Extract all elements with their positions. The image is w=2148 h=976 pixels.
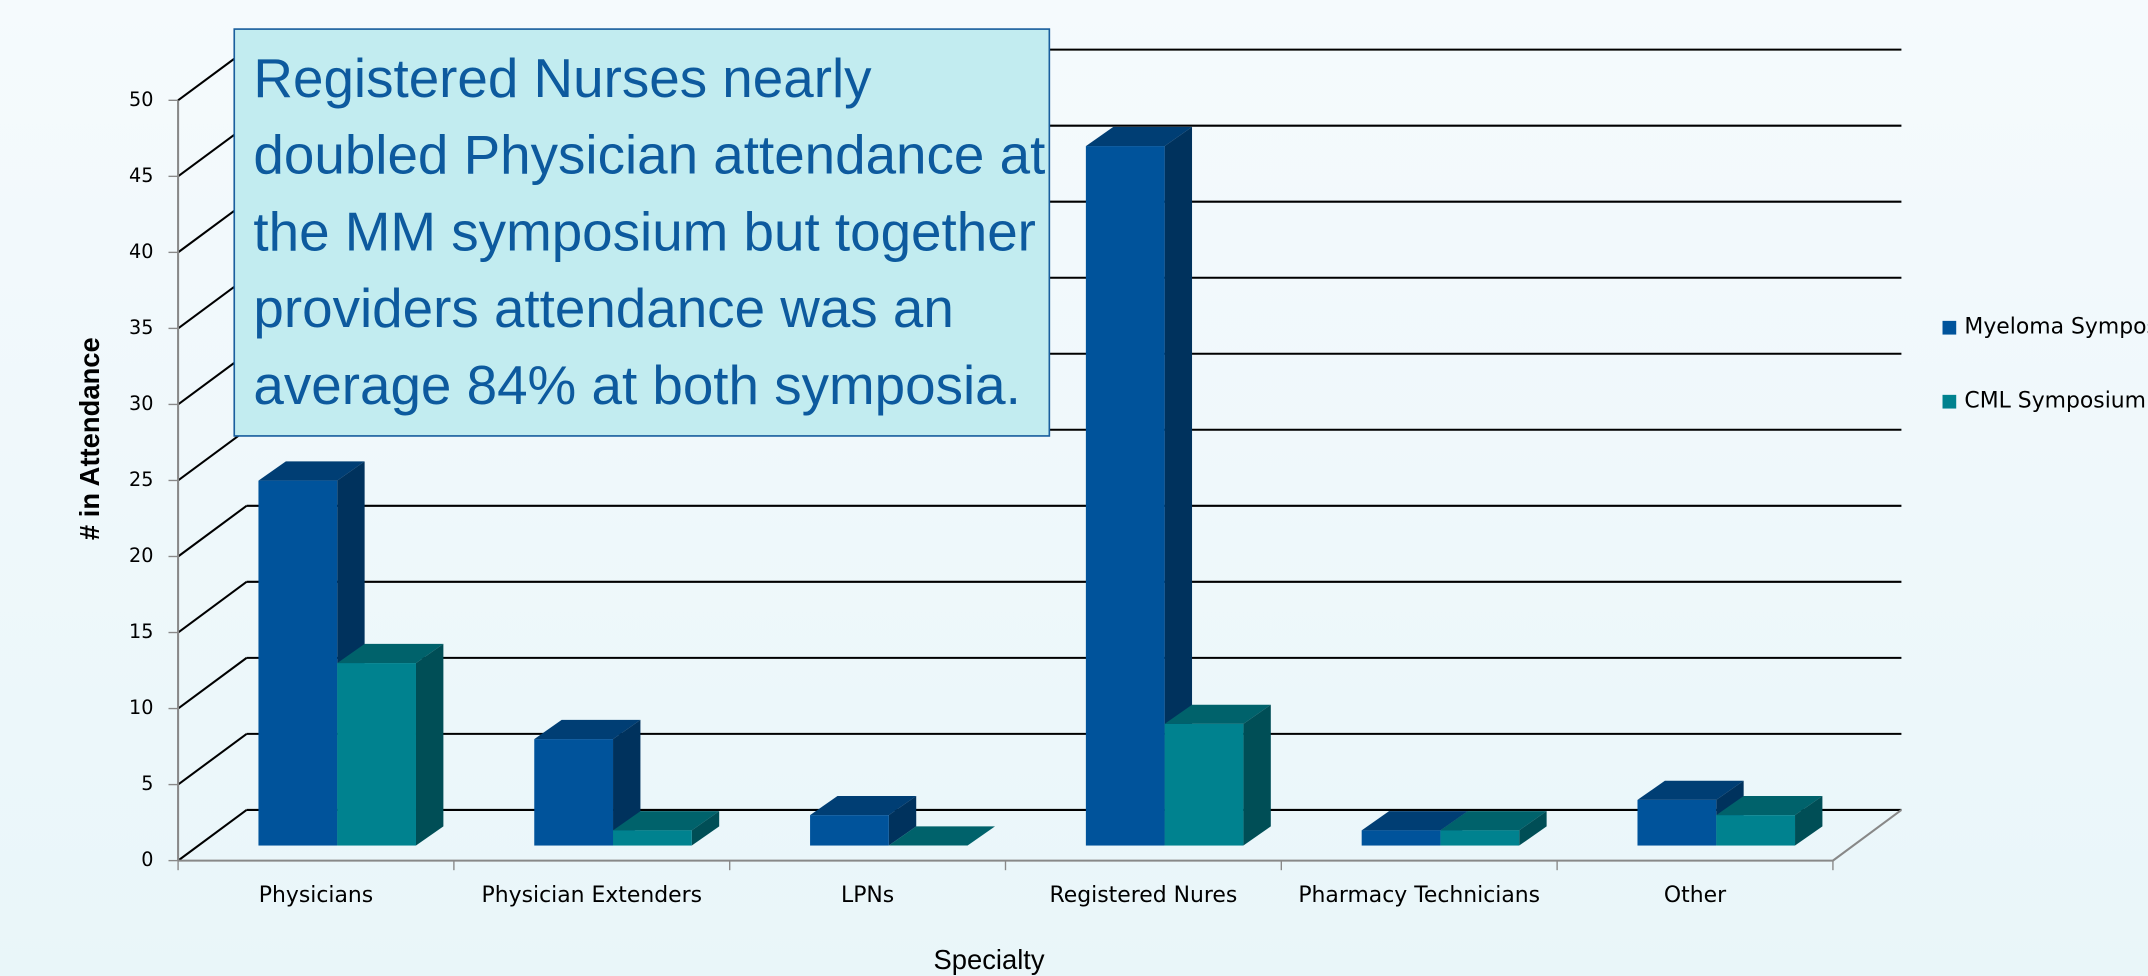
bar: [1440, 830, 1520, 846]
annotation-line: the MM symposium but together: [253, 200, 1035, 262]
y-tick-label: 10: [129, 696, 153, 719]
x-axis-label: Specialty: [934, 944, 1045, 975]
bar: [1637, 799, 1717, 846]
bar-top: [1164, 704, 1271, 724]
bar-top: [1440, 811, 1547, 831]
bar-side: [415, 643, 444, 846]
y-tick-label: 25: [129, 468, 153, 491]
bar: [613, 830, 692, 846]
bar: [1164, 723, 1244, 846]
grid-line: [177, 428, 248, 482]
bar-side: [1164, 126, 1193, 846]
bar-side: [888, 795, 917, 846]
bar-top: [534, 719, 641, 740]
y-tick-label: 20: [129, 544, 153, 567]
grid-line: [177, 581, 248, 634]
y-axis-label: # in Attendance: [74, 337, 105, 540]
annotation-line: doubled Physician attendance at: [253, 124, 1045, 186]
bar-side: [613, 719, 641, 846]
y-tick-label: 5: [141, 772, 153, 795]
grid-line: [177, 657, 248, 710]
y-tick-label: 30: [129, 392, 153, 415]
bar: [337, 663, 416, 846]
grid-line: [177, 504, 248, 558]
legend-label: Myeloma Symposium: [1964, 315, 2148, 340]
bar-top: [1637, 780, 1744, 800]
bar-top: [888, 826, 996, 846]
bar: [534, 739, 614, 846]
floor-edge: [1832, 809, 1903, 862]
x-tick-label: LPNs: [841, 883, 894, 908]
x-tick-label: Registered Nures: [1050, 883, 1238, 908]
bar-top: [1716, 795, 1823, 816]
bar-top: [1361, 811, 1468, 831]
grid-line: [177, 733, 248, 786]
legend-swatch: [1942, 320, 1957, 335]
bar-side: [691, 811, 720, 846]
y-tick-label: 0: [141, 848, 153, 871]
bar-top: [258, 461, 365, 481]
legend-swatch: [1942, 394, 1957, 409]
y-tick-label: 45: [129, 164, 153, 187]
bar: [258, 480, 338, 846]
y-tick-label: 35: [129, 316, 153, 339]
x-tick-label: Pharmacy Technicians: [1298, 883, 1540, 908]
bar-top: [810, 795, 917, 816]
plot: 0 5 10 15 20 25 30 35 40 45 50 Physicians Physician …: [129, 28, 2148, 908]
annotation-box: [233, 28, 1051, 437]
x-tick-label: Physicians: [259, 883, 373, 908]
bar: [810, 815, 889, 846]
bar-top: [613, 811, 720, 831]
bar: [1716, 815, 1796, 846]
bar-side: [1243, 704, 1271, 846]
y-tick-label: 50: [129, 88, 153, 111]
x-tick-label: Other: [1664, 883, 1726, 908]
bar-side: [1519, 811, 1547, 846]
annotation-line: providers attendance was an: [253, 277, 953, 339]
x-tick-label: Physician Extenders: [482, 883, 703, 908]
legend-label: CML Symposium: [1964, 389, 2146, 414]
bar-top: [337, 643, 444, 664]
bar: [1085, 146, 1165, 846]
bar-side: [1795, 795, 1823, 846]
bar: [1361, 830, 1441, 846]
annotation-line: average 84% at both symposia.: [253, 354, 1020, 416]
y-tick-label: 40: [129, 240, 153, 263]
bar-top: [1085, 126, 1193, 147]
annotation-line: Registered Nurses nearly: [253, 47, 872, 109]
grid-line: [177, 809, 248, 862]
y-tick-label: 15: [129, 620, 153, 643]
